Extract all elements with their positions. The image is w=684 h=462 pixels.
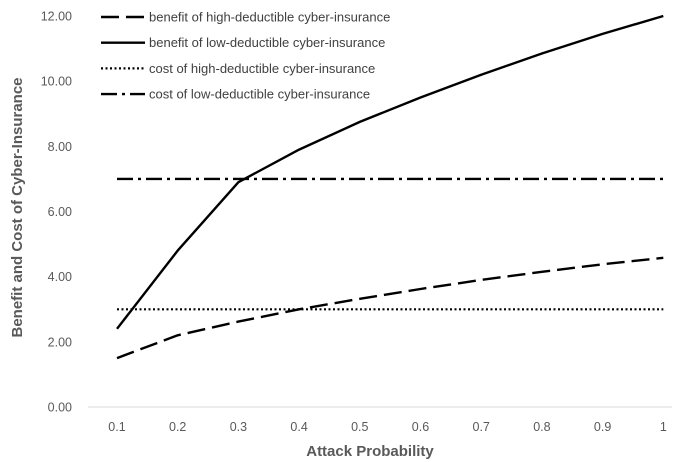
legend-label-cost-low-deductible: cost of low-deductible cyber-insurance [149, 87, 370, 102]
legend: benefit of high-deductible cyber-insuran… [101, 10, 390, 102]
y-axis-title: Benefit and Cost of Cyber-Insurance [9, 77, 26, 337]
x-tick-label: 0.9 [594, 420, 611, 434]
x-tick-label: 0.8 [533, 420, 550, 434]
series-line-benefit-high-deductible [116, 256, 664, 360]
y-tick-label: 4.00 [48, 270, 72, 284]
x-axis-tick-labels: 0.1 0.2 0.3 0.4 0.5 0.6 0.7 0.8 0.9 1 [108, 420, 667, 434]
series-lines [116, 14, 664, 360]
legend-label-benefit-low-deductible: benefit of low-deductible cyber-insuranc… [149, 35, 385, 50]
y-tick-label: 8.00 [48, 140, 72, 154]
x-tick-label: 0.7 [473, 420, 490, 434]
legend-label-benefit-high-deductible: benefit of high-deductible cyber-insuran… [149, 10, 390, 25]
x-tick-label: 0.4 [290, 420, 307, 434]
y-tick-label: 6.00 [48, 205, 72, 219]
y-tick-label: 12.00 [41, 10, 72, 24]
y-tick-label: 0.00 [48, 401, 72, 415]
y-tick-label: 2.00 [48, 335, 72, 349]
x-tick-label: 1 [660, 420, 667, 434]
series-line-benefit-low-deductible [116, 14, 664, 330]
x-axis-title: Attack Probability [306, 443, 434, 460]
x-tick-label: 0.1 [108, 420, 125, 434]
y-tick-label: 10.00 [41, 75, 72, 89]
x-tick-label: 0.3 [230, 420, 247, 434]
x-tick-label: 0.2 [169, 420, 186, 434]
y-axis-tick-labels: 0.00 2.00 4.00 6.00 8.00 10.00 12.00 [41, 10, 72, 415]
x-tick-label: 0.5 [351, 420, 368, 434]
legend-label-cost-high-deductible: cost of high-deductible cyber-insurance [149, 61, 375, 76]
x-tick-label: 0.6 [412, 420, 429, 434]
